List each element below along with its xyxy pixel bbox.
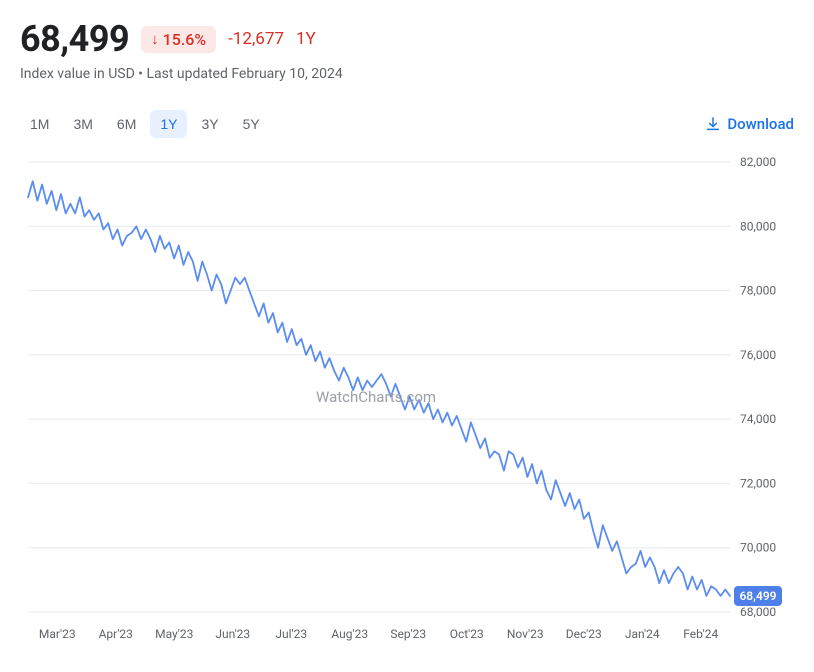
svg-text:70,000: 70,000 — [740, 541, 776, 555]
svg-text:Dec'23: Dec'23 — [566, 627, 602, 641]
line-chart: 68,000 70,000 72,000 74,000 76,000 78,000 80,0… — [20, 150, 794, 650]
svg-text:78,000: 78,000 — [740, 284, 776, 298]
svg-text:68,499: 68,499 — [739, 589, 776, 603]
svg-text:68,000: 68,000 — [740, 605, 776, 619]
svg-text:May'23: May'23 — [155, 627, 193, 641]
svg-text:Jan'24: Jan'24 — [625, 627, 660, 641]
download-button[interactable]: Download — [705, 115, 794, 133]
range-tab-5y[interactable]: 5Y — [233, 110, 270, 138]
svg-text:Mar'23: Mar'23 — [39, 627, 76, 641]
index-value: 68,499 — [20, 18, 129, 60]
pct-change-badge: ↓ 15.6% — [141, 26, 216, 53]
current-value-badge: 68,499 — [734, 586, 782, 606]
period-suffix: 1Y — [296, 29, 316, 49]
download-label: Download — [727, 115, 794, 133]
svg-text:Feb'24: Feb'24 — [683, 627, 718, 641]
range-tab-1m[interactable]: 1M — [20, 110, 59, 138]
svg-text:Sep'23: Sep'23 — [390, 627, 426, 641]
svg-text:Nov'23: Nov'23 — [507, 627, 544, 641]
download-icon — [705, 116, 721, 132]
chart-container: 68,000 70,000 72,000 74,000 76,000 78,000 80,0… — [20, 150, 794, 654]
range-tab-6m[interactable]: 6M — [107, 110, 146, 138]
svg-text:Apr'23: Apr'23 — [99, 627, 133, 641]
subheader: Index value in USD • Last updated Februa… — [20, 66, 794, 82]
range-tabs: 1M3M6M1Y3Y5Y — [20, 110, 270, 138]
svg-text:82,000: 82,000 — [740, 155, 776, 169]
svg-text:Aug'23: Aug'23 — [331, 627, 368, 641]
svg-text:80,000: 80,000 — [740, 219, 776, 233]
svg-text:76,000: 76,000 — [740, 348, 776, 362]
abs-change: -12,677 — [228, 29, 284, 49]
range-tab-3m[interactable]: 3M — [63, 110, 102, 138]
range-tab-1y[interactable]: 1Y — [150, 110, 187, 138]
arrow-down-icon: ↓ — [151, 32, 159, 47]
svg-text:Jun'23: Jun'23 — [215, 627, 250, 641]
controls-row: 1M3M6M1Y3Y5Y Download — [20, 110, 794, 138]
svg-text:Jul'23: Jul'23 — [275, 627, 307, 641]
range-tab-3y[interactable]: 3Y — [191, 110, 228, 138]
svg-text:72,000: 72,000 — [740, 476, 776, 490]
svg-text:Oct'23: Oct'23 — [450, 627, 484, 641]
pct-change-value: 15.6% — [163, 30, 207, 49]
svg-text:74,000: 74,000 — [740, 412, 776, 426]
header-row: 68,499 ↓ 15.6% -12,677 1Y — [20, 18, 794, 60]
